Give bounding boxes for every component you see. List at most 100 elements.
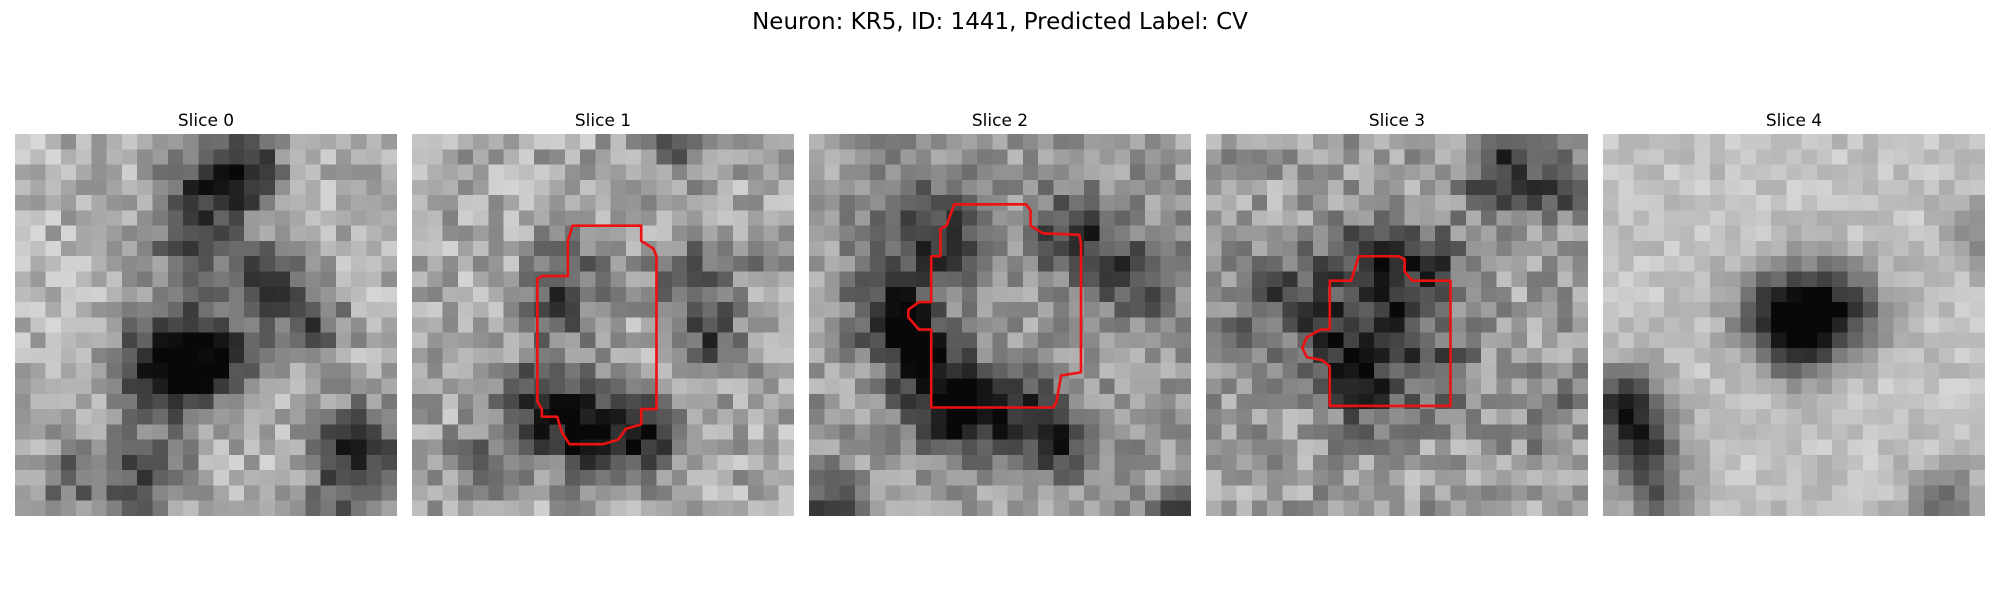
pixel [106, 332, 123, 349]
pixel [1374, 225, 1390, 242]
pixel [610, 210, 627, 226]
pixel [610, 332, 627, 349]
pixel [351, 409, 367, 425]
pixel [1099, 149, 1115, 165]
pixel [625, 240, 642, 257]
pixel [1084, 195, 1100, 211]
pixel [1725, 195, 1741, 211]
pixel [900, 256, 917, 272]
pixel [1694, 179, 1711, 196]
pixel [946, 271, 963, 288]
pixel [381, 286, 397, 303]
pixel [1740, 485, 1757, 502]
pixel [1145, 439, 1161, 456]
pixel [76, 439, 92, 456]
pixel [1465, 240, 1482, 257]
pixel [1358, 179, 1375, 196]
pixel [457, 302, 474, 318]
pixel [1648, 134, 1665, 150]
pixel [595, 225, 611, 242]
pixel [1557, 149, 1574, 165]
pixel [290, 179, 306, 196]
pixel [763, 286, 780, 303]
pixel [1603, 286, 1619, 303]
pixel [457, 317, 474, 333]
pixel [1374, 485, 1390, 502]
pixel [1450, 286, 1467, 303]
pixel [900, 195, 917, 211]
pixel [1496, 317, 1512, 333]
pixel [1236, 256, 1253, 272]
pixel [1847, 378, 1864, 395]
pixel [564, 195, 581, 211]
pixel [1389, 363, 1405, 379]
pixel [564, 454, 581, 471]
pixel [76, 409, 92, 425]
pixel [15, 195, 31, 211]
pixel [305, 424, 321, 440]
pixel [1099, 363, 1115, 379]
pixel [1771, 439, 1787, 456]
pixel [259, 317, 276, 333]
pixel [1511, 164, 1528, 181]
pixel [656, 195, 673, 211]
pixel [809, 393, 825, 410]
pixel [167, 470, 184, 486]
pixel [1786, 454, 1802, 471]
pixel [1251, 302, 1268, 318]
pixel [748, 393, 764, 410]
pixel [1832, 149, 1848, 165]
pixel [518, 256, 535, 272]
pixel [488, 256, 504, 272]
pixel [1389, 439, 1405, 456]
pixel [1343, 470, 1360, 486]
pixel [1832, 393, 1848, 410]
pixel [152, 454, 169, 471]
pixel [213, 179, 230, 196]
pixel [549, 271, 566, 288]
pixel [335, 210, 352, 226]
pixel [1832, 424, 1848, 440]
pixel [1343, 317, 1360, 333]
pixel [763, 195, 780, 211]
pixel [305, 149, 321, 165]
pixel [91, 409, 107, 425]
pixel [1908, 164, 1925, 181]
pixel [1618, 225, 1634, 242]
pixel [167, 363, 184, 379]
pixel [1969, 470, 1985, 486]
pixel [457, 409, 474, 425]
pixel [1557, 409, 1574, 425]
pixel [1358, 240, 1375, 257]
pixel [1786, 195, 1802, 211]
pixel [1847, 271, 1864, 288]
pixel [1022, 363, 1039, 379]
pixel [473, 470, 489, 486]
pixel [1709, 256, 1726, 272]
pixel [1282, 332, 1298, 349]
pixel [1557, 470, 1574, 486]
pixel [274, 256, 291, 272]
pixel [1450, 179, 1467, 196]
pixel [1526, 332, 1543, 349]
pixel [1007, 179, 1024, 196]
pixel [320, 332, 337, 349]
pixel [1603, 363, 1619, 379]
pixel [213, 302, 230, 318]
slice-image [1603, 134, 1985, 516]
pixel [91, 347, 107, 364]
pixel [1251, 347, 1268, 364]
pixel [1755, 286, 1772, 303]
pixel [1939, 134, 1955, 150]
pixel [809, 332, 825, 349]
pixel [1328, 439, 1344, 456]
pixel [1725, 363, 1741, 379]
pixel [702, 424, 718, 440]
pixel [1603, 134, 1619, 150]
pixel [1679, 378, 1695, 395]
pixel [824, 393, 840, 410]
pixel [1099, 439, 1115, 456]
pixel [1465, 256, 1482, 272]
pixel [1404, 378, 1421, 395]
pixel [1923, 256, 1940, 272]
